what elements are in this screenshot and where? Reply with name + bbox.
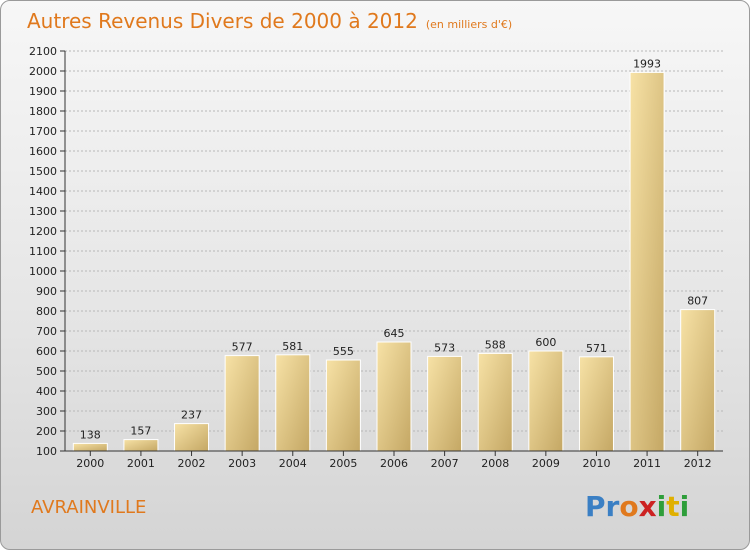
y-tick-label: 700 xyxy=(36,325,57,338)
logo-letter: i xyxy=(656,490,667,523)
y-tick-label: 1300 xyxy=(29,205,57,218)
y-tick-label: 800 xyxy=(36,305,57,318)
bars xyxy=(72,71,716,452)
y-tick-label: 300 xyxy=(36,405,57,418)
bar xyxy=(629,71,665,452)
y-tick-label: 100 xyxy=(36,445,57,458)
axes xyxy=(60,50,723,456)
y-tick-label: 1200 xyxy=(29,225,57,238)
logo-letter: x xyxy=(638,490,657,523)
x-tick-label: 2002 xyxy=(178,457,206,470)
bar-value-label: 577 xyxy=(232,341,253,354)
x-tick-label: 2004 xyxy=(279,457,307,470)
bar xyxy=(275,354,311,452)
logo-letter: i xyxy=(679,490,690,523)
bar xyxy=(224,355,260,452)
chart-title: Autres Revenus Divers de 2000 à 2012 (en … xyxy=(27,9,512,33)
y-tick-label: 1700 xyxy=(29,125,57,138)
y-tick-label: 1900 xyxy=(29,85,57,98)
x-tick-label: 2006 xyxy=(380,457,408,470)
x-tick-label: 2011 xyxy=(633,457,661,470)
y-tick-label: 400 xyxy=(36,385,57,398)
bar xyxy=(477,352,513,452)
y-tick-label: 1000 xyxy=(29,265,57,278)
bar xyxy=(123,439,159,452)
chart-unit-note: (en milliers d'€) xyxy=(425,18,513,31)
y-tick-label: 600 xyxy=(36,345,57,358)
bar-value-label: 581 xyxy=(282,340,303,353)
y-tick-label: 1800 xyxy=(29,105,57,118)
bar-value-label: 1993 xyxy=(633,57,661,70)
bar-value-label: 157 xyxy=(130,425,151,438)
bar-value-label: 600 xyxy=(535,336,556,349)
y-tick-label: 2000 xyxy=(29,65,57,78)
y-tick-label: 500 xyxy=(36,365,57,378)
x-tick-label: 2009 xyxy=(532,457,560,470)
logo-letter: r xyxy=(605,490,620,523)
city-name: AVRAINVILLE xyxy=(31,497,147,518)
bar-value-label: 138 xyxy=(80,428,101,441)
y-tick-label: 200 xyxy=(36,425,57,438)
x-tick-label: 2005 xyxy=(329,457,357,470)
logo-letter: o xyxy=(619,490,639,523)
x-tick-label: 2007 xyxy=(431,457,459,470)
logo-letter: t xyxy=(666,490,680,523)
bar-value-label: 588 xyxy=(485,338,506,351)
bar xyxy=(376,341,412,452)
y-tick-label: 2100 xyxy=(29,45,57,58)
x-tick-label: 2000 xyxy=(76,457,104,470)
bar xyxy=(325,359,361,452)
y-tick-label: 1400 xyxy=(29,185,57,198)
x-tick-label: 2012 xyxy=(684,457,712,470)
x-tick-label: 2003 xyxy=(228,457,256,470)
logo-letter: P xyxy=(585,490,606,523)
x-tick-label: 2008 xyxy=(481,457,509,470)
bar-value-label: 555 xyxy=(333,345,354,358)
bar xyxy=(427,355,463,452)
y-tick-label: 1100 xyxy=(29,245,57,258)
bar xyxy=(72,442,108,452)
proxiti-logo: Proxiti xyxy=(585,490,689,523)
y-tick-label: 900 xyxy=(36,285,57,298)
x-tick-label: 2010 xyxy=(582,457,610,470)
bar-value-label: 237 xyxy=(181,409,202,422)
bar xyxy=(528,350,564,452)
bar-value-label: 645 xyxy=(384,327,405,340)
labels: 100 200 300 400 500 600 700 800 900 1000 1100 1200 1… xyxy=(29,45,712,470)
chart-title-text: Autres Revenus Divers de 2000 à 2012 xyxy=(27,9,418,33)
bar-value-label: 573 xyxy=(434,341,455,354)
bar xyxy=(578,356,614,452)
bar xyxy=(174,423,210,452)
bar-value-label: 807 xyxy=(687,295,708,308)
y-tick-label: 1500 xyxy=(29,165,57,178)
x-tick-label: 2001 xyxy=(127,457,155,470)
y-tick-label: 1600 xyxy=(29,145,57,158)
bar xyxy=(680,309,716,452)
bar-value-label: 571 xyxy=(586,342,607,355)
